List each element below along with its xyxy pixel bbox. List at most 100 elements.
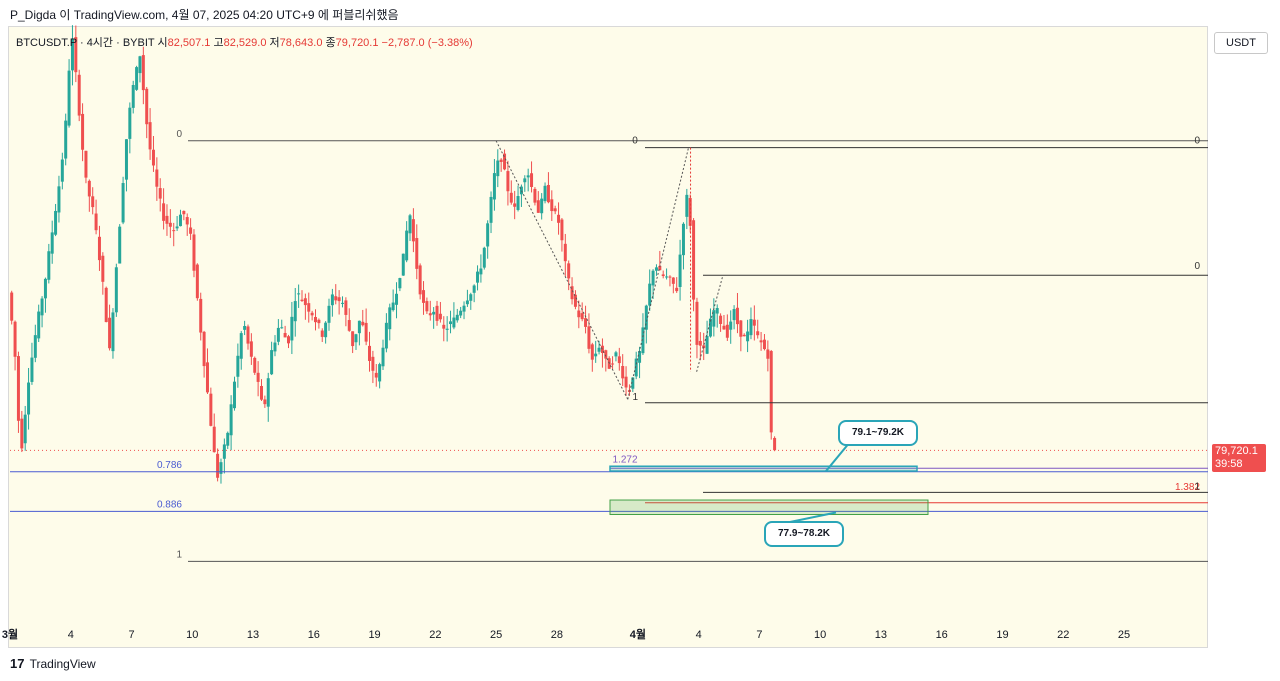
candle-body bbox=[361, 321, 365, 326]
candle-body bbox=[347, 320, 351, 331]
candle-body bbox=[604, 350, 608, 359]
candle-body bbox=[671, 277, 675, 284]
candle-body bbox=[573, 294, 577, 307]
candle-body bbox=[719, 315, 723, 324]
time-tick-label: 22 bbox=[1057, 629, 1069, 641]
currency-selector[interactable]: USDT bbox=[1214, 32, 1268, 54]
candle-body bbox=[351, 331, 355, 347]
candle-body bbox=[334, 296, 338, 301]
price-axis[interactable] bbox=[1208, 26, 1280, 621]
candle-body bbox=[702, 345, 706, 349]
candle-body bbox=[374, 372, 378, 378]
candle-body bbox=[712, 310, 716, 327]
time-axis[interactable] bbox=[8, 621, 1208, 648]
candle-body bbox=[769, 351, 773, 433]
candle-body bbox=[209, 393, 213, 426]
candle-body bbox=[236, 355, 240, 377]
time-tick-label: 4 bbox=[696, 629, 702, 641]
time-tick-label: 25 bbox=[490, 629, 502, 641]
candle-body bbox=[253, 357, 257, 373]
candle-body bbox=[590, 344, 594, 360]
candle-body bbox=[530, 173, 534, 187]
candle-body bbox=[138, 56, 142, 74]
open-value: 82,507.1 bbox=[167, 37, 211, 49]
candle-body bbox=[752, 319, 756, 326]
low-value: 78,643.0 bbox=[279, 37, 323, 49]
candle-body bbox=[661, 274, 665, 277]
candle-body bbox=[229, 404, 233, 436]
time-tick-label: 4월 bbox=[630, 627, 646, 641]
candle-body bbox=[469, 294, 473, 301]
candle-body bbox=[77, 74, 81, 116]
candle-body bbox=[60, 159, 64, 182]
candle-body bbox=[70, 38, 74, 71]
candle-body bbox=[131, 84, 135, 108]
candle-body bbox=[205, 362, 209, 393]
candle-body bbox=[317, 319, 321, 324]
publish-header: P_Digda 이 TradingView.com, 4월 07, 2025 0… bbox=[10, 8, 399, 22]
candle-body bbox=[553, 208, 557, 212]
time-tick-label: 10 bbox=[186, 629, 198, 641]
candle-body bbox=[560, 219, 564, 241]
candle-body bbox=[300, 299, 304, 302]
change-value: −2,787.0 (−3.38%) bbox=[381, 37, 473, 49]
candle-body bbox=[266, 378, 270, 407]
candle-body bbox=[172, 230, 176, 232]
candle-body bbox=[452, 317, 456, 328]
candle-body bbox=[114, 267, 118, 313]
candle-body bbox=[364, 322, 368, 342]
candle-body bbox=[232, 381, 236, 409]
candle-body bbox=[715, 308, 719, 314]
candle-body bbox=[675, 287, 679, 292]
candle-body bbox=[577, 310, 581, 318]
candle-body bbox=[259, 385, 263, 400]
candle-body bbox=[506, 171, 510, 192]
candle-body bbox=[638, 351, 642, 363]
current-price: 79,720.1 bbox=[1215, 445, 1258, 457]
time-tick-label: 16 bbox=[936, 629, 948, 641]
high-value: 82,529.0 bbox=[223, 37, 267, 49]
candle-body bbox=[216, 453, 220, 478]
candle-body bbox=[108, 317, 112, 349]
callout-pointer-upper bbox=[825, 441, 851, 472]
candle-body bbox=[226, 432, 230, 446]
candle-body bbox=[729, 321, 733, 330]
callout-pointer-lower bbox=[789, 511, 837, 523]
fib-anchor-line bbox=[696, 275, 724, 372]
candle-body bbox=[567, 263, 571, 279]
candle-body bbox=[634, 358, 638, 377]
symbol-info-bar: BTCUSDT.P · 4시간 · BYBIT 시82,507.1 고82,52… bbox=[16, 34, 473, 50]
candle-body bbox=[141, 55, 145, 91]
low-label: 저 bbox=[269, 37, 280, 49]
candle-body bbox=[422, 290, 426, 303]
candle-body bbox=[425, 301, 429, 312]
candle-body bbox=[428, 313, 432, 316]
tradingview-branding[interactable]: 17 TradingView bbox=[10, 656, 96, 671]
candle-body bbox=[87, 180, 91, 197]
candle-body bbox=[557, 214, 561, 223]
target-zone-lower bbox=[609, 499, 929, 516]
fib-level-label: 1 bbox=[176, 549, 182, 560]
candle-body bbox=[84, 150, 88, 178]
time-tick-label: 25 bbox=[1118, 629, 1130, 641]
candle-body bbox=[23, 414, 27, 444]
candle-body bbox=[681, 223, 685, 256]
time-tick-label: 7 bbox=[128, 629, 134, 641]
chart-pane[interactable] bbox=[8, 26, 1208, 648]
candle-body bbox=[614, 352, 618, 357]
candle-body bbox=[67, 70, 71, 126]
time-tick-label: 28 bbox=[551, 629, 563, 641]
candle-body bbox=[124, 139, 128, 180]
candle-body bbox=[121, 183, 125, 223]
candle-body bbox=[263, 399, 267, 405]
candle-body bbox=[438, 313, 442, 320]
candle-body bbox=[54, 210, 58, 235]
tradingview-logo-icon: 17 bbox=[10, 656, 25, 671]
candle-body bbox=[449, 321, 453, 325]
candle-body bbox=[314, 316, 318, 323]
candle-body bbox=[33, 335, 37, 358]
time-tick-label: 10 bbox=[814, 629, 826, 641]
candle-body bbox=[472, 285, 476, 293]
candle-body bbox=[276, 327, 280, 342]
